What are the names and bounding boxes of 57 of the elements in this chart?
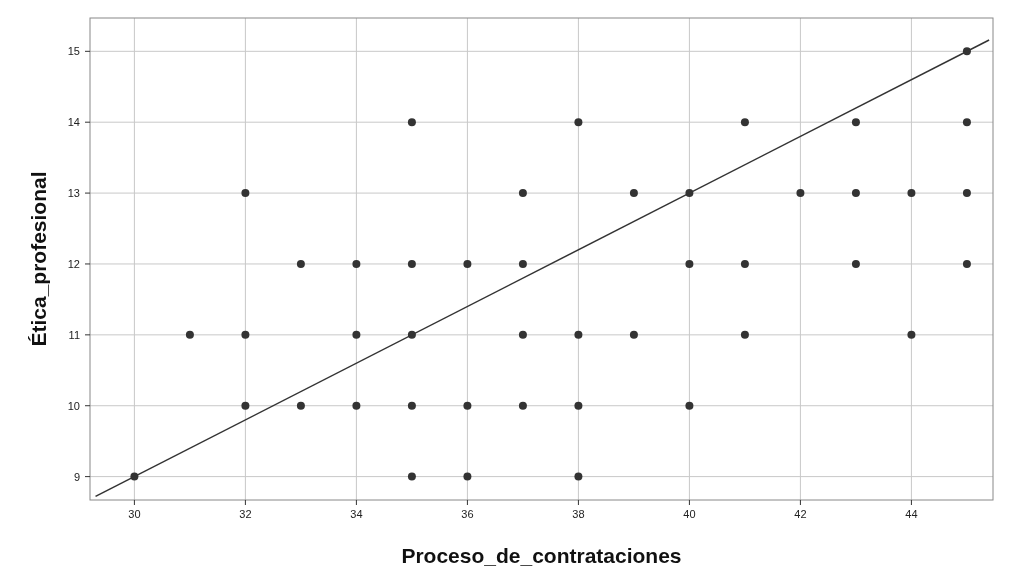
y-axis-title: Ética_profesional: [27, 171, 50, 347]
point: [241, 401, 250, 410]
y-tick-label: 12: [67, 257, 80, 270]
point: [574, 330, 583, 339]
point: [629, 189, 638, 198]
point: [518, 259, 527, 268]
y-tick-label: 13: [67, 187, 80, 200]
point: [574, 118, 583, 127]
point: [407, 118, 416, 127]
point: [962, 189, 971, 198]
point: [851, 259, 860, 268]
point: [407, 472, 416, 481]
point: [241, 189, 250, 198]
point: [740, 330, 749, 339]
y-tick-label: 14: [67, 116, 80, 129]
x-tick-label: 36: [461, 508, 474, 520]
point: [907, 189, 916, 198]
point: [740, 118, 749, 127]
y-tick-label: 11: [68, 328, 80, 341]
point: [407, 401, 416, 410]
point: [796, 189, 805, 198]
point: [518, 189, 527, 198]
x-tick-label: 42: [794, 508, 807, 520]
point: [518, 330, 527, 339]
point: [296, 401, 305, 410]
point: [962, 118, 971, 127]
x-tick-label: 32: [239, 508, 252, 520]
point: [463, 401, 472, 410]
point: [574, 401, 583, 410]
point: [463, 259, 472, 268]
x-axis-title: Proceso_de_contrataciones: [401, 544, 682, 567]
x-tick-label: 34: [350, 508, 363, 520]
point: [907, 330, 916, 339]
point: [518, 401, 527, 410]
point: [352, 259, 361, 268]
x-tick-label: 40: [683, 508, 696, 520]
y-tick-label: 10: [67, 399, 80, 412]
point: [296, 259, 305, 268]
point: [851, 118, 860, 127]
point: [629, 330, 638, 339]
point: [241, 330, 250, 339]
point: [463, 472, 472, 481]
point: [962, 259, 971, 268]
point: [185, 330, 194, 339]
point: [740, 259, 749, 268]
point: [407, 259, 416, 268]
point: [574, 472, 583, 481]
point: [851, 189, 860, 198]
x-tick-label: 44: [905, 508, 918, 520]
y-tick-label: 15: [67, 45, 80, 58]
point: [352, 401, 361, 410]
point: [352, 330, 361, 339]
x-tick-label: 38: [572, 508, 585, 520]
point: [685, 259, 694, 268]
point: [685, 401, 694, 410]
x-tick-label: 30: [128, 508, 141, 520]
y-tick-label: 9: [73, 470, 80, 483]
